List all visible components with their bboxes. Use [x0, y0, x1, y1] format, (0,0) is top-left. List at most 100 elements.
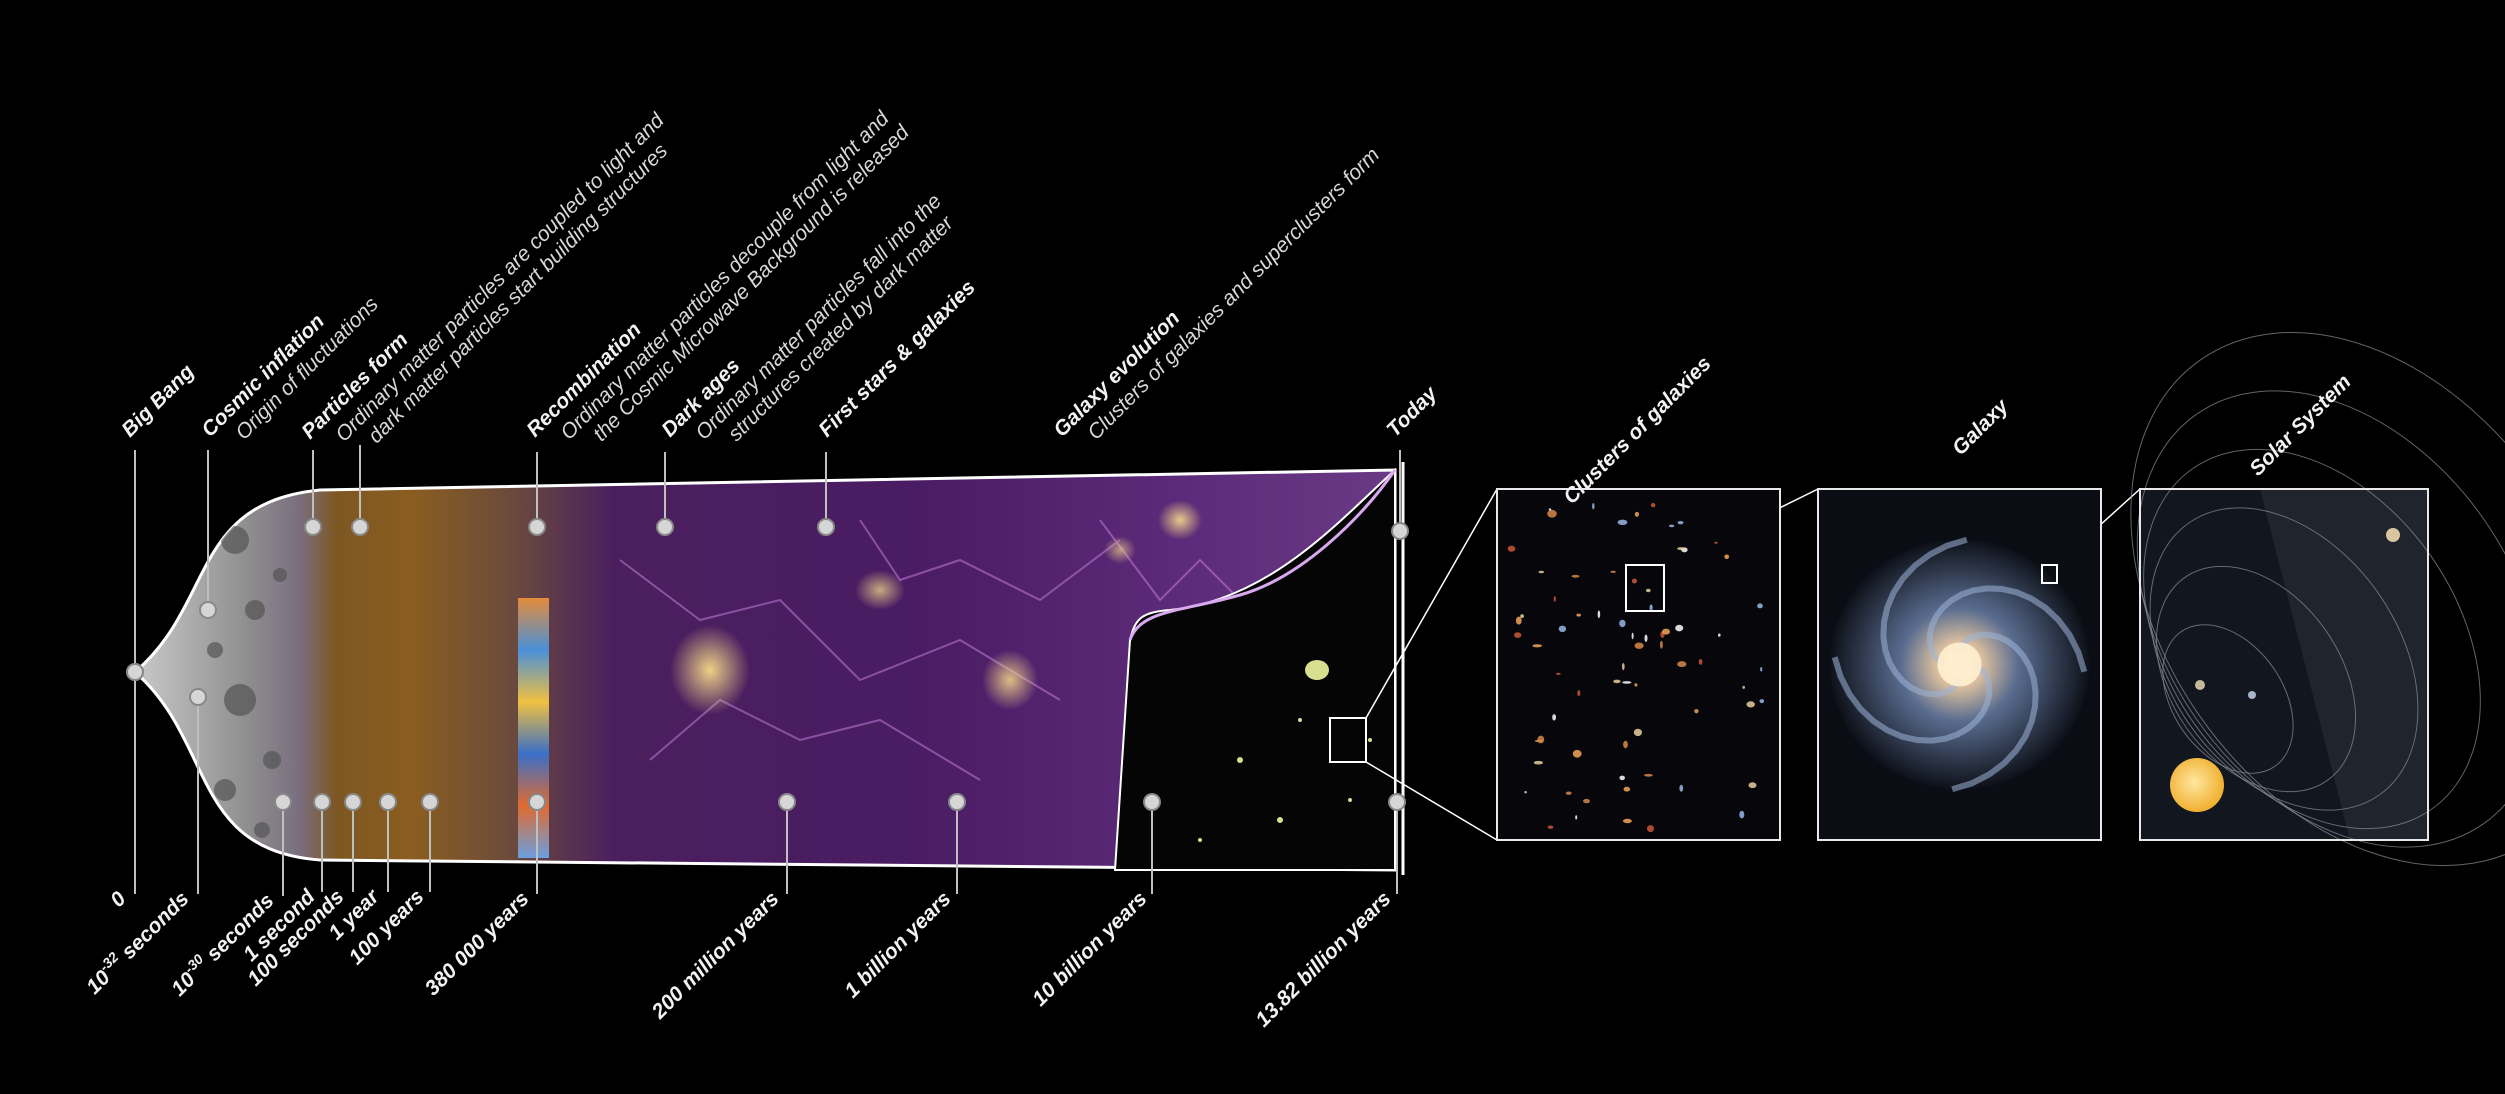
galaxy-dot [1623, 740, 1628, 749]
time-label: 10 billion years [1028, 887, 1152, 1011]
panel-title-solar: Solar System [2245, 370, 2355, 480]
structure-highlights [670, 500, 1202, 715]
planet-orbit [2149, 507, 2419, 811]
event-title: Today [1382, 381, 1442, 441]
planet [2248, 691, 2256, 699]
galaxy-dot [1679, 784, 1684, 792]
galaxy-dot [1592, 503, 1595, 510]
galaxy-dot [1613, 679, 1621, 684]
galaxy-dot [1571, 574, 1580, 578]
galaxy-dot [1619, 619, 1626, 628]
galaxy-dot [1742, 685, 1745, 689]
timeline-marker [817, 518, 835, 536]
galaxy-dot [1650, 503, 1656, 508]
galaxy-dot [1660, 640, 1663, 649]
galaxy-arm [1831, 656, 1993, 744]
galaxy-dot [1572, 749, 1582, 758]
galaxy-dot [1583, 798, 1590, 804]
galaxy-dot [1748, 782, 1757, 789]
time-marker [274, 793, 292, 811]
galaxy-dot [1552, 714, 1556, 721]
panel-clusters [1496, 488, 1781, 841]
galaxy-dot [1565, 791, 1572, 795]
galaxy-dot [1507, 545, 1516, 552]
galaxy-dot [1520, 614, 1524, 618]
galaxy-dot [1547, 825, 1554, 829]
timeline-marker [656, 518, 674, 536]
galaxy-dot [1553, 596, 1556, 602]
galaxy-dot [1631, 578, 1637, 584]
galaxy-dot [1556, 672, 1561, 675]
time-marker [778, 793, 796, 811]
galaxy-dot [1514, 632, 1522, 638]
galaxy-dot [1597, 610, 1601, 619]
galaxy-dot [1634, 683, 1638, 687]
panel-frame [2139, 488, 2429, 841]
zoom-box [1625, 564, 1665, 612]
event-big-bang: Big Bang [117, 360, 199, 442]
galaxy-dot [1698, 659, 1703, 665]
galaxy-dot [1694, 709, 1699, 714]
galaxy-dot [1547, 509, 1557, 518]
galaxy-dot [1634, 511, 1639, 517]
galaxy-dot [1757, 603, 1763, 609]
galaxy-dot [1644, 773, 1653, 777]
galaxy-arm [1951, 631, 2039, 793]
galaxy-dot [1662, 628, 1670, 635]
panel-title: Galaxy [1948, 394, 2014, 460]
time-marker [313, 793, 331, 811]
galaxy-dot [1558, 625, 1567, 632]
panel-title-galaxy: Galaxy [1948, 394, 2014, 460]
time-marker [344, 793, 362, 811]
galaxy-dot [1533, 760, 1543, 765]
galaxy-dot [1532, 644, 1542, 648]
galaxy-dot [1622, 681, 1632, 684]
time-label-zero: 0 [106, 887, 131, 912]
galaxy-arm [1880, 536, 1968, 698]
cosmic-web-texture [207, 500, 1261, 838]
galaxy-dot [1759, 699, 1765, 704]
galaxy-dot [1633, 728, 1642, 737]
galaxy-dot [1617, 519, 1628, 525]
timeline-marker [1391, 522, 1409, 540]
planet-orbit [2155, 565, 2357, 793]
top-leader-lines [134, 445, 1401, 668]
galaxy-dot [1647, 825, 1654, 833]
sun-image [2170, 758, 2224, 812]
time-marker [1143, 793, 1161, 811]
event-description: Clusters of galaxies and superclusters f… [1083, 143, 1384, 444]
panel-title: Solar System [2245, 370, 2355, 480]
galaxy-core [1937, 642, 1982, 687]
galaxy-dot [1649, 604, 1653, 611]
event-title: Big Bang [117, 360, 199, 442]
galaxy-dot [1577, 690, 1581, 697]
time-label-t-13b: 13.82 billion years [1251, 887, 1395, 1031]
galaxy-dot [1576, 613, 1581, 617]
time-marker [1388, 793, 1406, 811]
time-marker [948, 793, 966, 811]
planet-orbit [2162, 624, 2294, 774]
panel-background [1497, 489, 1780, 840]
zoom-panels [1496, 331, 2505, 867]
time-label: 380 000 years [421, 887, 534, 1000]
galaxy-dot [1634, 642, 1644, 649]
panel-solar [2130, 331, 2505, 867]
zoom-box [2041, 564, 2058, 584]
timeline-marker [304, 518, 322, 536]
time-label-t-10b: 10 billion years [1028, 887, 1152, 1011]
galaxy-dot [1677, 521, 1684, 525]
planet [2195, 680, 2205, 690]
time-label-t-1b: 1 billion years [840, 887, 955, 1002]
cmb-strip [518, 598, 549, 858]
galaxy-dot [1645, 588, 1651, 593]
galaxy-dot [1548, 508, 1552, 511]
galaxy-dot [1622, 818, 1632, 824]
timeline-markers [126, 518, 1409, 811]
dark-matter-web [619, 519, 1261, 781]
galaxy-dot [1537, 735, 1545, 744]
galaxy-dot [1623, 786, 1631, 792]
galaxy-dot [1669, 524, 1675, 528]
